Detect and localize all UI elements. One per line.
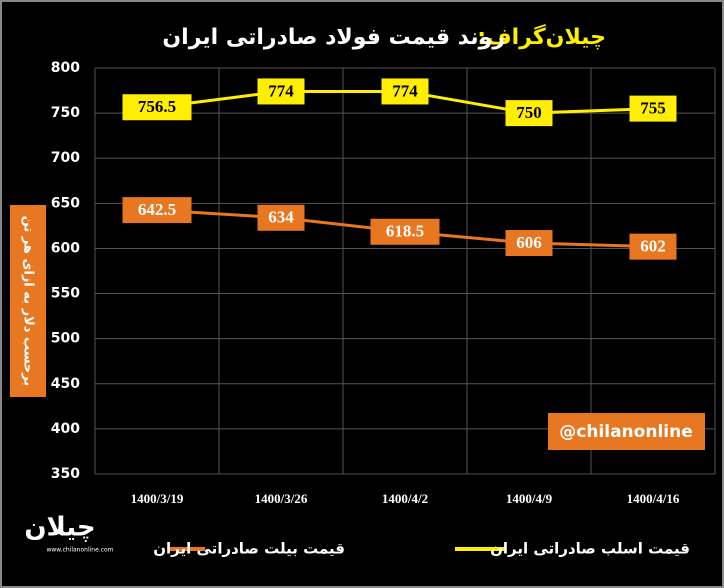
legend-label: قیمت بیلت صادراتی ایران bbox=[153, 540, 345, 558]
x-tick-label: 1400/4/16 bbox=[627, 491, 680, 506]
data-label: 774 bbox=[268, 81, 294, 100]
data-label: 774 bbox=[392, 81, 418, 100]
logo: چیلان bbox=[24, 513, 95, 543]
legend-label: قیمت اسلب صادراتی ایران bbox=[490, 540, 690, 558]
data-label: 750 bbox=[516, 103, 542, 122]
y-tick-label: 450 bbox=[51, 376, 80, 392]
x-tick-label: 1400/3/19 bbox=[131, 491, 184, 506]
data-label: 606 bbox=[516, 233, 542, 252]
data-label-box bbox=[505, 100, 553, 127]
data-label: 642.5 bbox=[138, 200, 176, 219]
website: www.chilanonline.com bbox=[46, 547, 113, 554]
watermark-box bbox=[548, 413, 705, 450]
y-tick-label: 800 bbox=[51, 60, 80, 76]
y-label-box bbox=[10, 205, 46, 397]
data-label-box bbox=[381, 78, 429, 105]
y-tick-label: 750 bbox=[51, 105, 80, 121]
chart-title: روند قیمت فولاد صادراتی ایران bbox=[162, 25, 505, 50]
data-label: 618.5 bbox=[386, 222, 424, 241]
data-label-box bbox=[122, 94, 192, 121]
y-tick-label: 550 bbox=[51, 286, 80, 302]
brand: چیلان‌گراف: bbox=[477, 23, 606, 50]
data-label: 755 bbox=[640, 99, 666, 118]
data-label-box bbox=[629, 233, 677, 260]
data-label: 756.5 bbox=[138, 97, 176, 116]
x-tick-label: 1400/3/26 bbox=[255, 491, 308, 506]
y-tick-label: 350 bbox=[51, 466, 80, 482]
x-tick-label: 1400/4/9 bbox=[506, 491, 553, 506]
data-label-box bbox=[257, 204, 305, 231]
data-label: 602 bbox=[640, 237, 666, 256]
y-tick-label: 500 bbox=[51, 331, 80, 347]
data-label-box bbox=[257, 78, 305, 105]
x-tick-label: 1400/4/2 bbox=[382, 491, 428, 506]
y-tick-label: 400 bbox=[51, 421, 80, 437]
data-label: 634 bbox=[268, 208, 294, 227]
watermark: @chilanonline bbox=[559, 422, 692, 442]
y-tick-label: 650 bbox=[51, 195, 80, 211]
data-label-box bbox=[505, 230, 553, 257]
data-label-box bbox=[370, 218, 440, 245]
y-axis-label: برحسب دلار به ازای هر تن bbox=[21, 216, 36, 387]
data-label-box bbox=[122, 197, 192, 224]
y-tick-label: 600 bbox=[51, 240, 80, 256]
data-label-box bbox=[629, 95, 677, 122]
y-tick-label: 700 bbox=[51, 150, 80, 166]
